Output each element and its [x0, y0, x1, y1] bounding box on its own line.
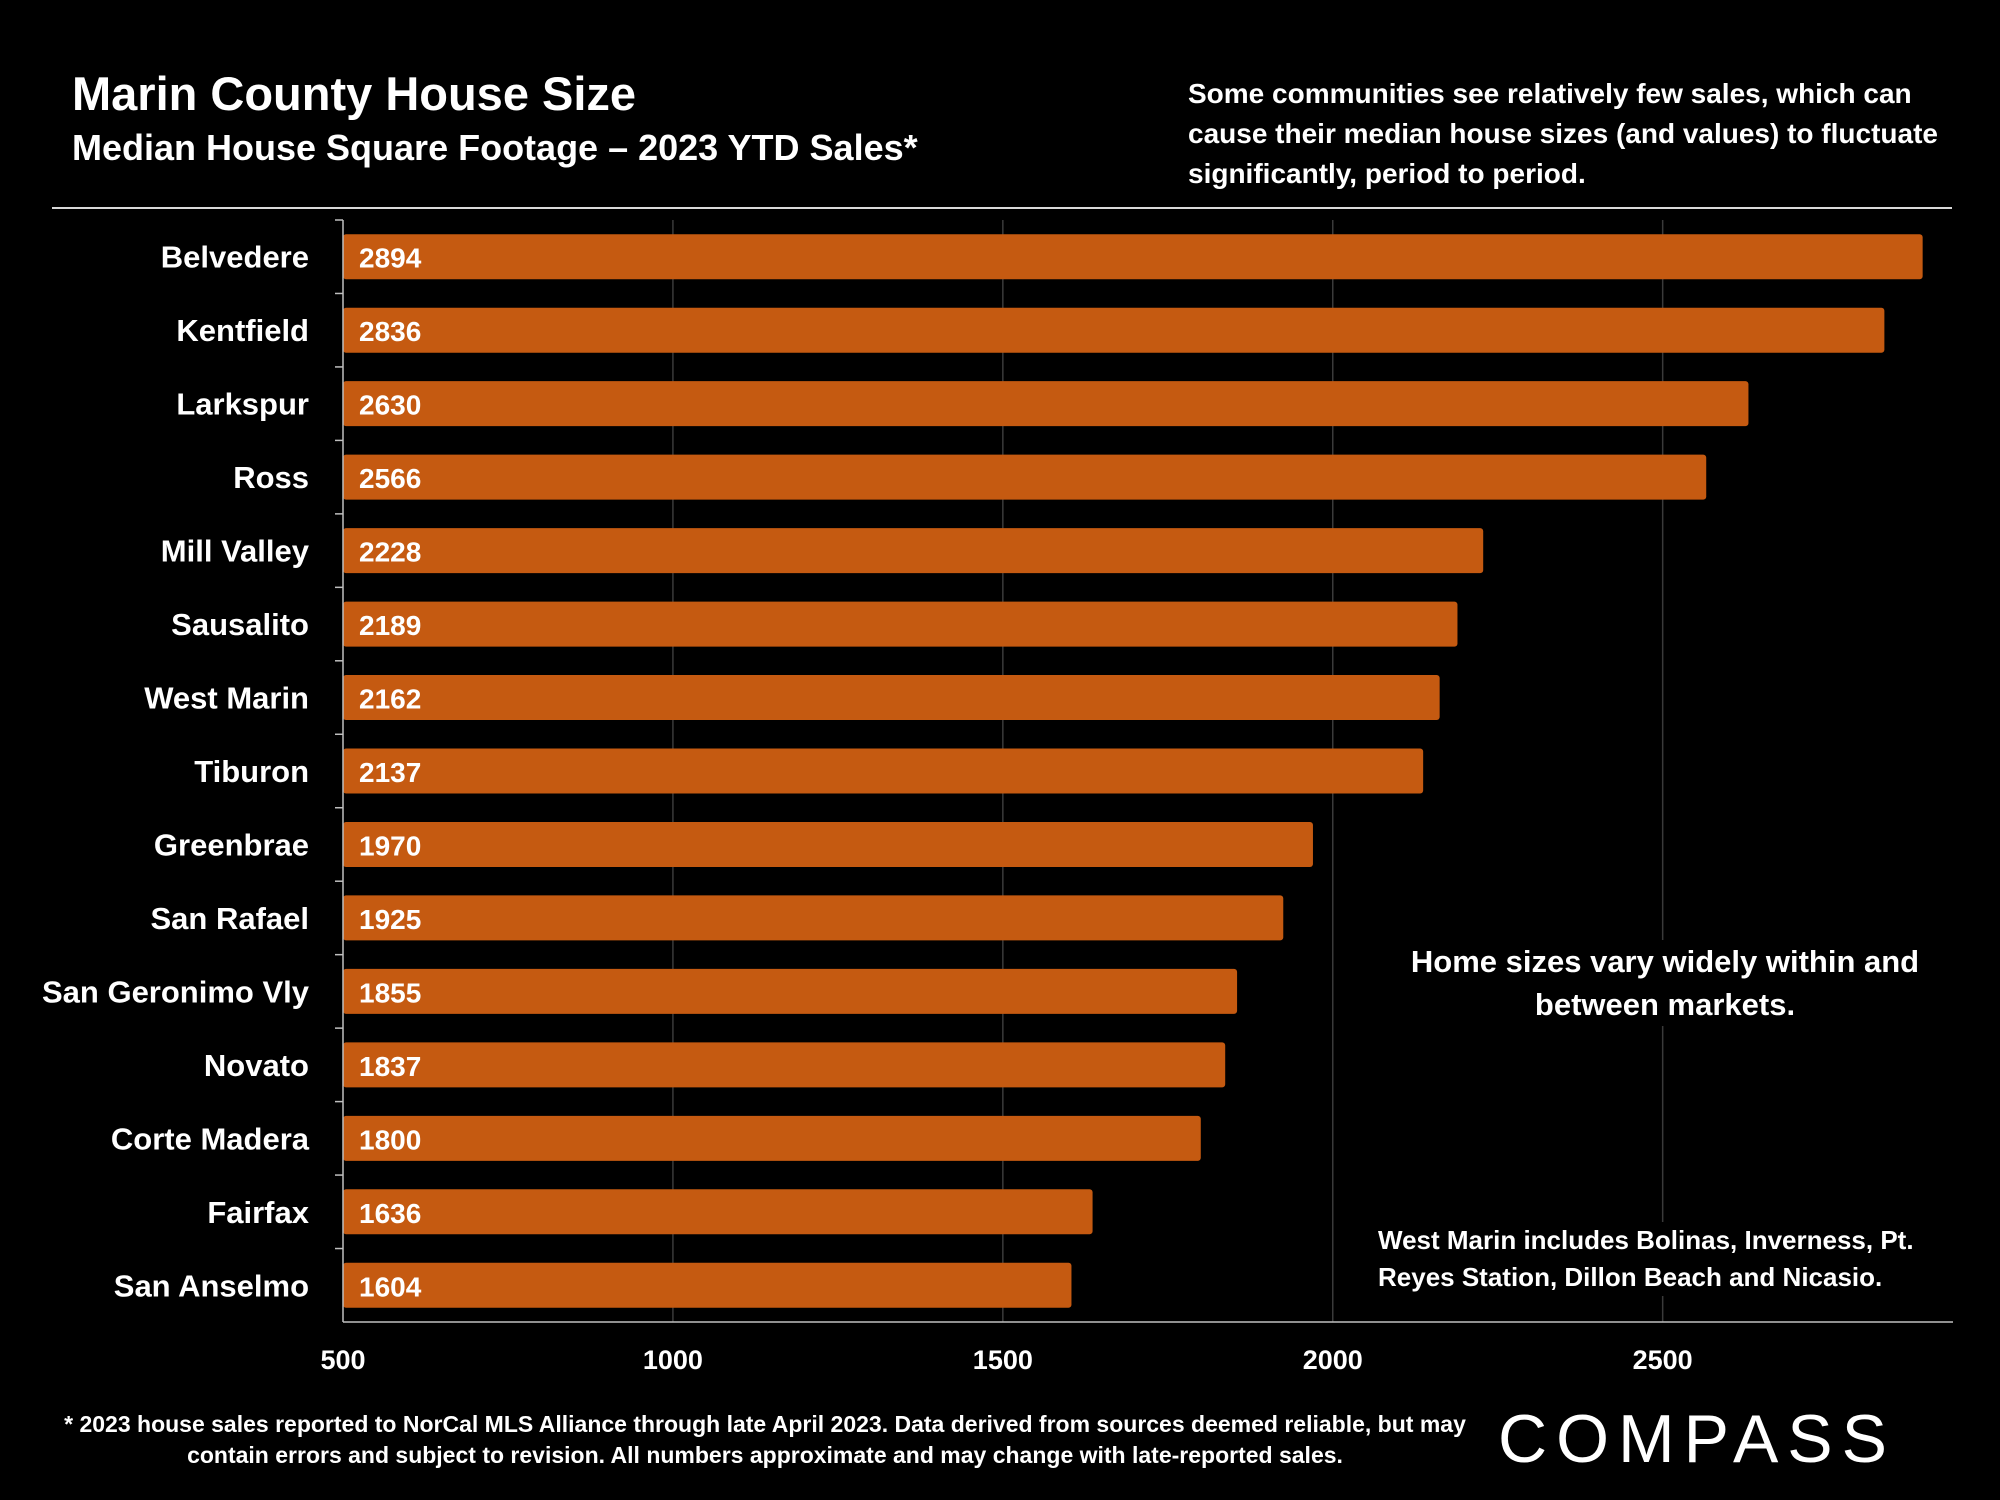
category-label: Greenbrae [154, 827, 309, 862]
data-label: 2162 [359, 684, 421, 715]
x-tick-label: 500 [320, 1345, 365, 1375]
x-tick-label: 2500 [1633, 1345, 1693, 1375]
bar [343, 1042, 1226, 1088]
bar [343, 968, 1238, 1014]
data-label: 2630 [359, 390, 421, 421]
bar-chart: 2894 2836 2630 2566 2228 2189 2162 2137 1970 1925… [42, 219, 1953, 1375]
data-label: 2189 [359, 610, 421, 641]
bar [343, 454, 1707, 500]
category-label: Belvedere [161, 240, 309, 275]
category-label: San Rafael [150, 901, 309, 936]
category-label: Corte Madera [111, 1121, 310, 1156]
header-divider [52, 207, 1952, 209]
category-label: San Geronimo Vly [42, 974, 310, 1009]
west-marin-note: West Marin includes Bolinas, Inverness, … [1378, 1222, 1958, 1296]
category-label: Mill Valley [161, 534, 310, 569]
axis-layer: 500 1000 1500 2000 2500 Belvedere Kentfield Lar… [42, 219, 1953, 1375]
top-note: Some communities see relatively few sale… [1188, 78, 1938, 189]
chart-subtitle: Median House Square Footage – 2023 YTD S… [72, 127, 918, 168]
bar [343, 821, 1313, 867]
compass-logo: COMPASS [1498, 1401, 1918, 1477]
category-label: Fairfax [207, 1195, 309, 1230]
data-label: 1636 [359, 1198, 421, 1229]
data-label: 2137 [359, 757, 421, 788]
data-label: 1855 [359, 977, 421, 1008]
x-tick-label: 2000 [1303, 1345, 1363, 1375]
data-label: 1800 [359, 1124, 421, 1155]
category-label: Tiburon [194, 754, 309, 789]
x-tick-label: 1500 [973, 1345, 1033, 1375]
x-tick-label: 1000 [643, 1345, 703, 1375]
category-label: West Marin [144, 681, 309, 716]
chart-title: Marin County House Size [72, 67, 637, 120]
logo-text: COMPASS [1498, 1402, 1896, 1472]
variation-note: Home sizes vary widely within and betwee… [1400, 940, 1930, 1026]
footnote: * 2023 house sales reported to NorCal ML… [64, 1411, 1466, 1468]
data-label: 1604 [359, 1271, 422, 1302]
bar [343, 234, 1923, 280]
data-label: 1970 [359, 830, 421, 861]
bar [343, 381, 1749, 427]
category-label: Larkspur [176, 387, 309, 422]
category-label: Sausalito [171, 607, 309, 642]
bar [343, 1115, 1201, 1161]
data-label: 2836 [359, 316, 421, 347]
bar [343, 1262, 1072, 1308]
category-label: Novato [204, 1048, 309, 1083]
bar [343, 601, 1458, 647]
bar-layer: 2894 2836 2630 2566 2228 2189 2162 2137 1970 1925… [343, 234, 1923, 1308]
bar [343, 307, 1885, 353]
bar [343, 895, 1284, 941]
category-label: Kentfield [176, 313, 309, 348]
bar [343, 528, 1484, 574]
data-label: 1837 [359, 1051, 421, 1082]
bar [343, 675, 1440, 721]
bar [343, 748, 1424, 794]
category-label: San Anselmo [114, 1268, 309, 1303]
bar [343, 1189, 1093, 1235]
category-label: Ross [233, 460, 309, 495]
data-label: 2894 [359, 243, 422, 274]
data-label: 2228 [359, 537, 421, 568]
data-label: 2566 [359, 463, 421, 494]
data-label: 1925 [359, 904, 421, 935]
